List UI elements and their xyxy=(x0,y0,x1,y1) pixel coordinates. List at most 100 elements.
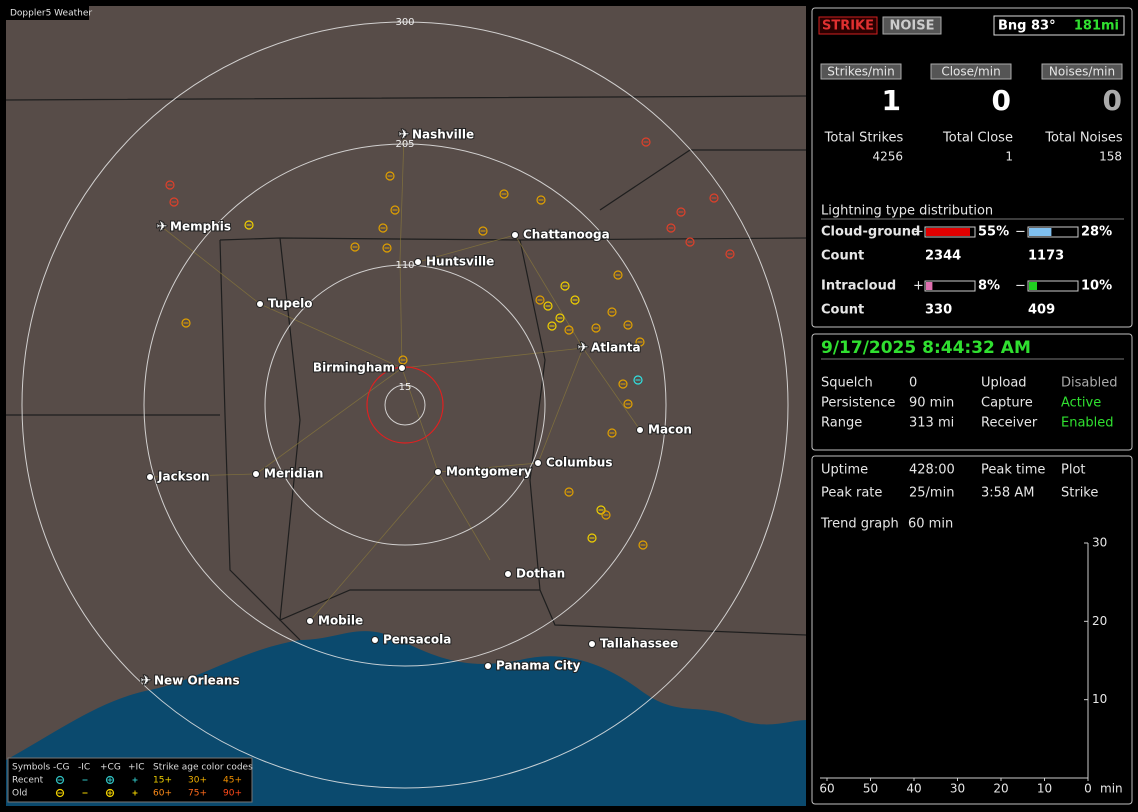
strike-marker xyxy=(499,189,509,199)
total-value: 1 xyxy=(1005,150,1013,164)
setting: Enabled xyxy=(1061,416,1114,431)
strike-marker xyxy=(638,540,648,550)
dist-sign: + xyxy=(913,279,924,294)
strike-marker xyxy=(169,197,179,207)
legend-header: Symbols xyxy=(12,763,51,773)
city-label: Birmingham xyxy=(313,361,395,375)
dist-sign: − xyxy=(1015,279,1026,294)
dist-bar xyxy=(1029,282,1037,290)
setting: Receiver xyxy=(981,416,1038,431)
strike-marker xyxy=(181,318,191,328)
legend-row: Recent xyxy=(12,776,44,786)
legend-age-title: Strike age color codes xyxy=(153,763,253,773)
city-dot xyxy=(371,636,379,644)
rate-header: Strikes/min xyxy=(827,65,894,79)
legend-header: -CG xyxy=(53,763,70,773)
count-value: 1173 xyxy=(1028,249,1064,264)
dist-pct: 8% xyxy=(978,279,1000,294)
setting: 90 min xyxy=(909,396,954,411)
legend-symbol xyxy=(55,775,65,785)
strike-marker xyxy=(623,320,633,330)
range-label: 300 xyxy=(395,17,414,28)
legend-symbol xyxy=(55,788,65,798)
strike-marker xyxy=(607,307,617,317)
strike-button[interactable] xyxy=(818,16,878,35)
legend-symbol xyxy=(105,788,115,798)
strike-marker xyxy=(601,510,611,520)
x-tick-label: 40 xyxy=(906,782,921,796)
legend-age: 75+ xyxy=(188,789,207,799)
x-tick-label: 30 xyxy=(950,782,965,796)
setting: 0 xyxy=(909,376,917,391)
strike-marker xyxy=(560,281,570,291)
strike-marker xyxy=(623,399,633,409)
dist-name: Cloud-ground xyxy=(821,225,920,240)
dist-bar xyxy=(926,228,970,236)
rate-value: 0 xyxy=(1103,84,1122,117)
bearing-box xyxy=(993,15,1125,36)
stat: Uptime xyxy=(821,463,868,478)
city-dot xyxy=(306,617,314,625)
count-value: 409 xyxy=(1028,303,1055,318)
dist-sign: − xyxy=(1015,225,1026,240)
distance: 181mi xyxy=(1074,19,1119,34)
city-dot xyxy=(588,640,596,648)
legend-symbol xyxy=(105,775,115,785)
count-value: 330 xyxy=(925,303,952,318)
dist-bar-frame xyxy=(924,280,976,292)
city-label: Jackson xyxy=(157,470,210,484)
setting: Range xyxy=(821,416,862,431)
city-dot xyxy=(636,426,644,434)
city-label: Columbus xyxy=(546,456,613,470)
dist-pct: 55% xyxy=(978,225,1009,240)
legend-header: +IC xyxy=(128,763,144,773)
trend-panel xyxy=(811,455,1133,805)
y-tick-label: 10 xyxy=(1092,692,1107,706)
strike-marker xyxy=(666,223,676,233)
trend-label: Trend graph xyxy=(820,517,899,532)
y-tick-label: 30 xyxy=(1092,536,1107,550)
city-dot xyxy=(146,473,154,481)
total-label: Total Close xyxy=(942,131,1013,146)
x-tick-label: 60 xyxy=(819,782,834,796)
range-ring xyxy=(143,143,667,667)
setting: Disabled xyxy=(1061,376,1117,391)
dist-pct: 10% xyxy=(1081,279,1112,294)
count-label: Count xyxy=(821,249,864,264)
strike-marker xyxy=(570,295,580,305)
strike-markers xyxy=(165,137,735,550)
bearing: Bng 83° xyxy=(998,19,1056,34)
strike-marker xyxy=(709,193,719,203)
trend-span: 60 min xyxy=(908,517,953,532)
city-dot xyxy=(534,459,542,467)
strike-marker xyxy=(398,355,408,365)
dist-sign: + xyxy=(913,225,924,240)
legend-row: Old xyxy=(12,789,27,799)
city-label: Macon xyxy=(648,423,692,437)
range-ring xyxy=(264,264,546,546)
count-value: 2344 xyxy=(925,249,961,264)
strike-marker xyxy=(676,207,686,217)
dist-bar-frame xyxy=(1027,226,1079,238)
city-label: Pensacola xyxy=(383,633,451,647)
rate-header: Close/min xyxy=(941,65,1000,79)
strike-marker xyxy=(564,325,574,335)
x-tick-label: 20 xyxy=(993,782,1008,796)
city-label: Meridian xyxy=(264,467,323,481)
airport-icon: ✈ xyxy=(141,674,152,689)
city-label: Atlanta xyxy=(591,341,641,355)
noise-button-label[interactable]: NOISE xyxy=(889,19,934,34)
city-label: Chattanooga xyxy=(523,228,610,242)
city-label: Tallahassee xyxy=(600,637,678,651)
count-label: Count xyxy=(821,303,864,318)
city-dot xyxy=(511,231,519,239)
trend-x-unit: min xyxy=(1100,782,1123,796)
y-tick-label: 20 xyxy=(1092,614,1107,628)
setting: Capture xyxy=(981,396,1033,411)
strike-button-label[interactable]: STRIKE xyxy=(822,19,874,34)
total-label: Total Strikes xyxy=(824,131,904,146)
noise-button[interactable] xyxy=(882,16,942,35)
stat: Strike xyxy=(1061,486,1098,501)
strike-marker xyxy=(591,323,601,333)
city-label: Tupelo xyxy=(268,297,313,311)
